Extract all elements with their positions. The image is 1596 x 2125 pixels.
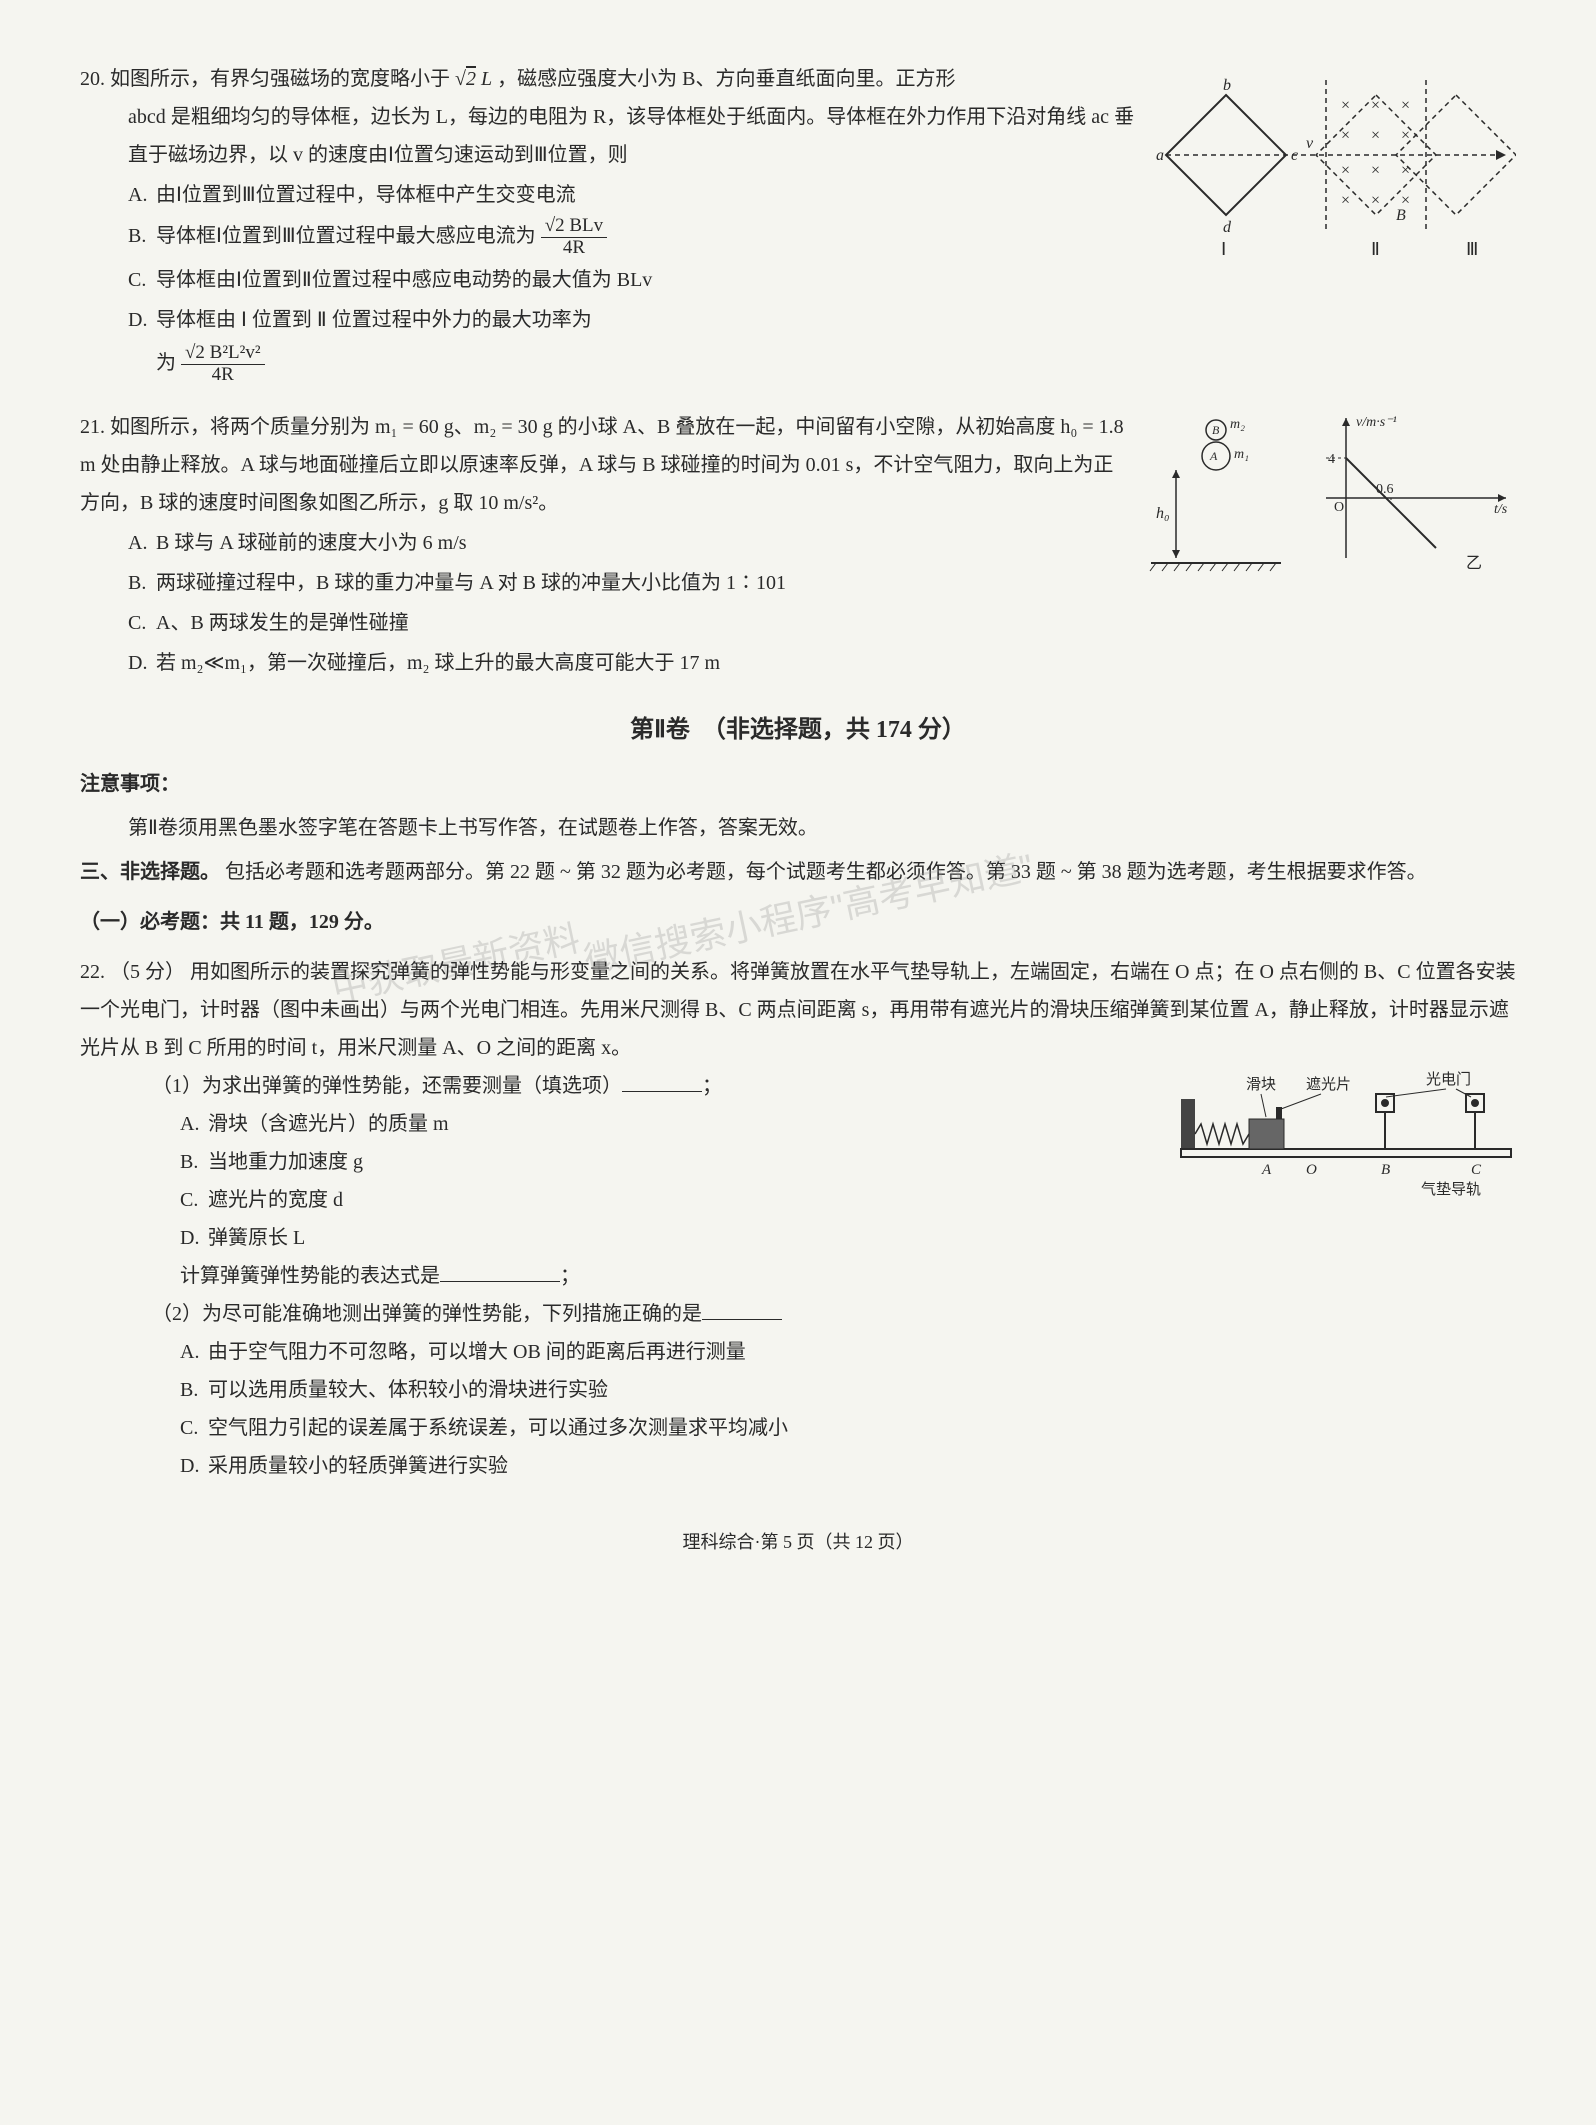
question-22: 22. （5 分） 用如图所示的装置探究弹簧的弹性势能与形变量之间的关系。将弹簧… bbox=[80, 953, 1516, 1485]
svg-text:×: × bbox=[1341, 162, 1350, 179]
q20-label-I: Ⅰ bbox=[1221, 239, 1226, 259]
q20-label-v: v bbox=[1306, 135, 1314, 152]
svg-text:B: B bbox=[1212, 423, 1220, 437]
q21-xtick: 0.6 bbox=[1376, 482, 1394, 497]
q21-figure-setup: m₂ B m₁ A h₀ bbox=[1146, 408, 1286, 578]
q20-number: 20. bbox=[80, 68, 105, 90]
q22-sub2-d: D.采用质量较小的轻质弹簧进行实验 bbox=[80, 1447, 1516, 1485]
q22-number: 22. bbox=[80, 961, 105, 983]
svg-text:A: A bbox=[1209, 449, 1218, 463]
svg-text:×: × bbox=[1341, 97, 1350, 114]
svg-text:×: × bbox=[1401, 162, 1410, 179]
q22-sub2-b: B.可以选用质量较大、体积较小的滑块进行实验 bbox=[80, 1371, 1516, 1409]
q22-sub2: （2）为尽可能准确地测出弹簧的弹性势能，下列措施正确的是 bbox=[80, 1295, 1516, 1333]
q22-points: （5 分） bbox=[110, 961, 185, 983]
q21-ytick: 4 bbox=[1328, 452, 1335, 467]
q20-label-a: a bbox=[1156, 147, 1164, 164]
q20-label-II: Ⅱ bbox=[1371, 239, 1380, 259]
q21-option-c: C.A、B 两球发生的是弹性碰撞 bbox=[80, 604, 1516, 642]
q20-sqrt2L: √2 L bbox=[455, 68, 492, 90]
required-section: （一）必考题：共 11 题，129 分。 bbox=[80, 903, 1516, 941]
q21-xlabel: t/s bbox=[1494, 502, 1508, 517]
svg-text:×: × bbox=[1341, 192, 1350, 209]
page-footer: 理科综合·第 5 页（共 12 页） bbox=[80, 1525, 1516, 1559]
svg-text:×: × bbox=[1401, 127, 1410, 144]
svg-text:×: × bbox=[1341, 127, 1350, 144]
q22-sub1-expr: 计算弹簧弹性势能的表达式是； bbox=[80, 1257, 1516, 1295]
svg-text:×: × bbox=[1371, 192, 1380, 209]
q21-ylabel: v/m·s⁻¹ bbox=[1356, 415, 1397, 430]
svg-text:×: × bbox=[1401, 97, 1410, 114]
q20-option-d: D.导体框由 Ⅰ 位置到 Ⅱ 位置过程中外力的最大功率为 为 √2 B²L²v²… bbox=[80, 301, 1516, 386]
q22-track-label: 气垫导轨 bbox=[1421, 1181, 1481, 1198]
q22-shade-label: 遮光片 bbox=[1306, 1076, 1351, 1093]
q21-figures: m₂ B m₁ A h₀ bbox=[1146, 408, 1516, 578]
svg-text:O: O bbox=[1306, 1162, 1317, 1178]
q21-figure-graph: v/m·s⁻¹ t/s O 4 0.6 乙 bbox=[1316, 408, 1516, 578]
svg-text:×: × bbox=[1371, 162, 1380, 179]
section2-title: 第Ⅱ卷 （非选择题，共 174 分） bbox=[80, 708, 1516, 754]
svg-text:A: A bbox=[1261, 1162, 1272, 1178]
q22-gate-label: 光电门 bbox=[1426, 1071, 1471, 1088]
q20-label-d: d bbox=[1223, 219, 1232, 236]
q21-m1: m₁ bbox=[1234, 447, 1249, 462]
q22-slider-label: 滑块 bbox=[1246, 1076, 1276, 1093]
q21-option-d: D.若 m₂≪m₁，第一次碰撞后，m₂ 球上升的最大高度可能大于 17 m bbox=[80, 644, 1516, 682]
q21-m2: m₂ bbox=[1230, 417, 1245, 432]
q21-h0: h₀ bbox=[1156, 505, 1170, 522]
q20-text1: 如图所示，有界匀强磁场的宽度略小于 bbox=[110, 68, 450, 90]
q20-label-c: c bbox=[1291, 147, 1298, 164]
q21-origin: O bbox=[1334, 500, 1344, 515]
question-20: ××× ××× ××× ××× b a c d v B Ⅰ Ⅱ Ⅲ 20. 如图… bbox=[80, 60, 1516, 388]
svg-text:×: × bbox=[1371, 97, 1380, 114]
q20-figure: ××× ××× ××× ××× b a c d v B Ⅰ Ⅱ Ⅲ bbox=[1156, 60, 1516, 273]
q20-label-B: B bbox=[1396, 207, 1406, 224]
q21-text1: 如图所示，将两个质量分别为 m₁ = 60 g、m₂ = 30 g 的小球 A、… bbox=[80, 416, 1124, 514]
q22-figure: 滑块 遮光片 光电门 A O B C 气垫导轨 bbox=[1176, 1039, 1516, 1212]
question-21: m₂ B m₁ A h₀ bbox=[80, 408, 1516, 684]
q21-caption: 乙 bbox=[1466, 555, 1482, 572]
q22-sub1-d: D.弹簧原长 L bbox=[80, 1219, 1516, 1257]
q20-label-III: Ⅲ bbox=[1466, 239, 1478, 259]
notice-title: 注意事项： bbox=[80, 765, 1516, 803]
svg-text:C: C bbox=[1471, 1162, 1482, 1178]
q21-number: 21. bbox=[80, 416, 105, 438]
notice-body-1: 第Ⅱ卷须用黑色墨水签字笔在答题卡上书写作答，在试题卷上作答，答案无效。 bbox=[80, 809, 1516, 847]
q22-sub2-a: A.由于空气阻力不可忽略，可以增大 OB 间的距离后再进行测量 bbox=[80, 1333, 1516, 1371]
q20-label-b: b bbox=[1223, 77, 1231, 94]
q20-text2: ，磁感应强度大小为 B、方向垂直纸面向里。正方形 bbox=[497, 68, 955, 90]
part3: 三、非选择题。 包括必考题和选考题两部分。第 22 题 ~ 第 32 题为必考题… bbox=[80, 853, 1516, 891]
svg-text:B: B bbox=[1381, 1162, 1390, 1178]
svg-text:×: × bbox=[1371, 127, 1380, 144]
q22-sub2-c: C.空气阻力引起的误差属于系统误差，可以通过多次测量求平均减小 bbox=[80, 1409, 1516, 1447]
